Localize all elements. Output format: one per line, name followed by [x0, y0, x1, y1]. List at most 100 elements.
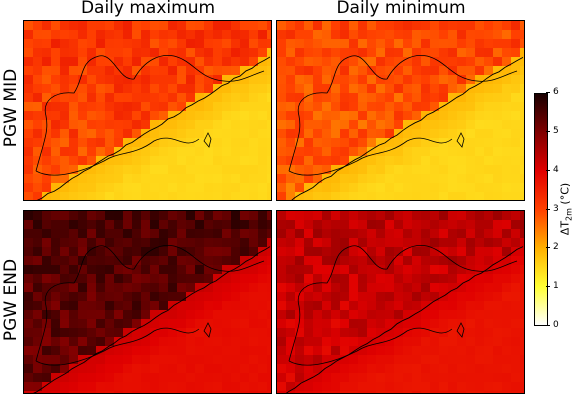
- grid-cell: [132, 346, 142, 356]
- grid-cell: [376, 39, 386, 49]
- grid-cell: [304, 301, 314, 311]
- grid-cell: [466, 256, 476, 266]
- grid-cell: [376, 111, 386, 121]
- grid-cell: [340, 310, 350, 320]
- grid-cell: [69, 382, 79, 392]
- grid-cell: [484, 39, 494, 49]
- grid-cell: [222, 355, 232, 365]
- grid-cell: [168, 355, 178, 365]
- grid-cell: [304, 120, 314, 130]
- grid-cell: [511, 346, 521, 356]
- grid-cell: [51, 66, 61, 76]
- grid-cell: [159, 238, 169, 248]
- grid-cell: [267, 364, 271, 374]
- grid-cell: [186, 256, 196, 266]
- grid-cell: [475, 310, 485, 320]
- grid-cell: [105, 301, 115, 311]
- grid-cell: [394, 192, 404, 200]
- grid-cell: [511, 319, 521, 329]
- grid-cell: [204, 310, 214, 320]
- grid-cell: [87, 129, 97, 139]
- grid-cell: [304, 147, 314, 157]
- grid-cell: [466, 229, 476, 239]
- grid-cell: [493, 364, 503, 374]
- grid-cell: [376, 229, 386, 239]
- grid-cell: [295, 138, 305, 148]
- grid-cell: [277, 364, 287, 374]
- grid-cell: [87, 138, 97, 148]
- grid-cell: [367, 129, 377, 139]
- grid-cell: [376, 156, 386, 166]
- grid-cell: [385, 337, 395, 347]
- grid-cell: [448, 355, 458, 365]
- grid-cell: [159, 84, 169, 94]
- panel-end-max: [23, 210, 272, 394]
- grid-cell: [502, 138, 512, 148]
- grid-cell: [24, 30, 34, 40]
- grid-cell: [421, 283, 431, 293]
- grid-cell: [394, 138, 404, 148]
- grid-cell: [394, 120, 404, 130]
- grid-cell: [132, 120, 142, 130]
- grid-cell: [69, 256, 79, 266]
- grid-cell: [222, 30, 232, 40]
- grid-cell: [520, 346, 524, 356]
- grid-cell: [33, 21, 43, 31]
- grid-cell: [394, 156, 404, 166]
- grid-cell: [439, 129, 449, 139]
- grid-cell: [177, 301, 187, 311]
- grid-cell: [51, 174, 61, 184]
- grid-cell: [60, 346, 70, 356]
- grid-cell: [412, 66, 422, 76]
- grid-cell: [313, 75, 323, 85]
- grid-cell: [277, 48, 287, 58]
- grid-cell: [258, 292, 268, 302]
- grid-cell: [69, 337, 79, 347]
- grid-cell: [367, 274, 377, 284]
- grid-cell: [286, 346, 296, 356]
- grid-cell: [222, 283, 232, 293]
- grid-cell: [520, 57, 524, 67]
- grid-cell: [295, 355, 305, 365]
- grid-cell: [295, 156, 305, 166]
- grid-cell: [141, 75, 151, 85]
- grid-cell: [277, 346, 287, 356]
- grid-cell: [51, 111, 61, 121]
- grid-cell: [240, 57, 250, 67]
- grid-cell: [295, 57, 305, 67]
- grid-cell: [421, 373, 431, 383]
- grid-cell: [475, 147, 485, 157]
- grid-cell: [340, 30, 350, 40]
- grid-cell: [439, 355, 449, 365]
- grid-cell: [231, 292, 241, 302]
- grid-cell: [466, 102, 476, 112]
- grid-cell: [448, 364, 458, 374]
- grid-cell: [168, 256, 178, 266]
- grid-cell: [132, 129, 142, 139]
- grid-cell: [96, 265, 106, 275]
- grid-cell: [439, 75, 449, 85]
- grid-cell: [376, 48, 386, 58]
- grid-cell: [511, 30, 521, 40]
- col-title-min: Daily minimum: [336, 0, 466, 18]
- grid-cell: [295, 93, 305, 103]
- grid-cell: [213, 111, 223, 121]
- grid-cell: [114, 156, 124, 166]
- grid-cell: [186, 310, 196, 320]
- grid-cell: [439, 382, 449, 392]
- grid-cell: [186, 75, 196, 85]
- grid-cell: [33, 30, 43, 40]
- grid-cell: [249, 84, 259, 94]
- grid-cell: [24, 174, 34, 184]
- grid-cell: [340, 265, 350, 275]
- grid-cell: [87, 48, 97, 58]
- grid-cell: [511, 274, 521, 284]
- grid-cell: [313, 102, 323, 112]
- grid-cell: [439, 111, 449, 121]
- grid-cell: [60, 120, 70, 130]
- grid-cell: [105, 346, 115, 356]
- grid-cell: [457, 256, 467, 266]
- grid-cell: [493, 156, 503, 166]
- grid-cell: [204, 238, 214, 248]
- grid-cell: [240, 147, 250, 157]
